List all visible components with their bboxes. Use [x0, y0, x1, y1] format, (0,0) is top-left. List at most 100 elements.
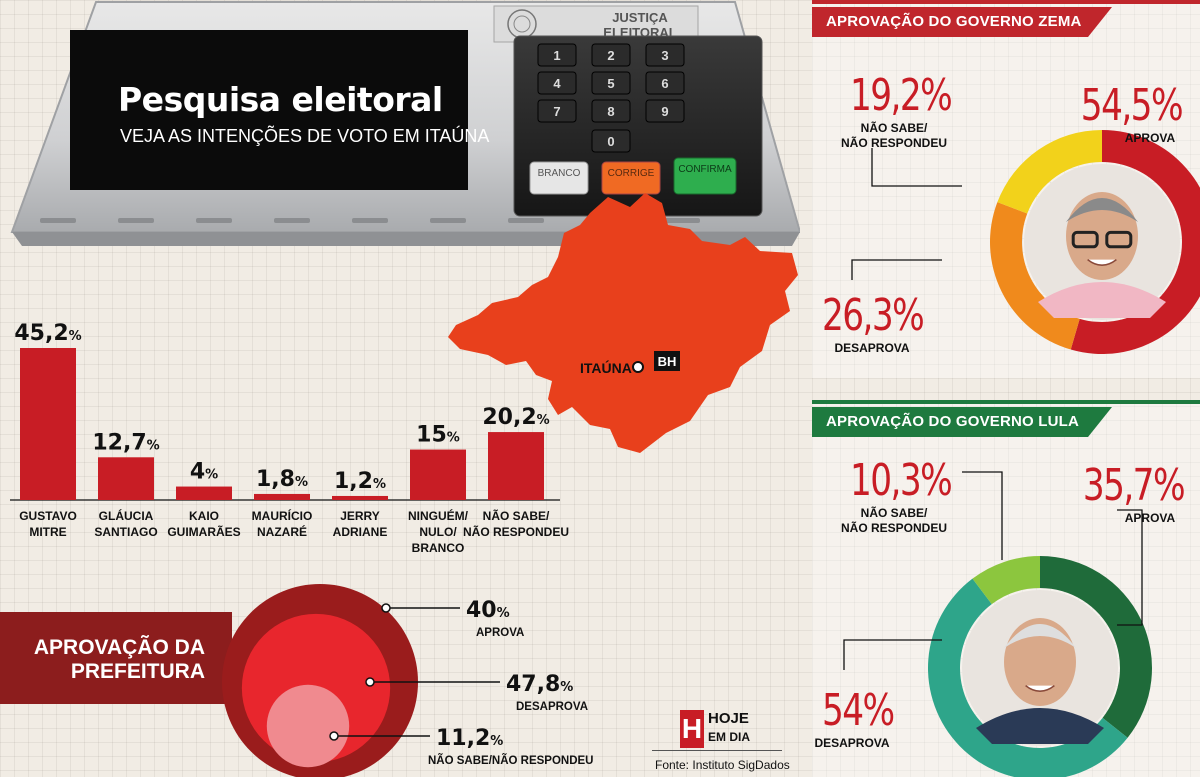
- pointer-dot-2: [329, 731, 339, 741]
- donut-label-2-0: NÃO SABE/: [861, 120, 928, 135]
- machine-screen: [70, 30, 468, 190]
- btn-branco: BRANCO: [538, 168, 581, 179]
- prefeitura-value-1: 47,8%: [506, 672, 573, 697]
- bar-category-label-4-0: JERRY: [340, 509, 380, 523]
- donut-label-0-0: APROVA: [1125, 131, 1176, 145]
- state-shape: [448, 193, 798, 453]
- key-0: [591, 129, 631, 153]
- portrait-shirt: [976, 708, 1104, 744]
- btn-confirma: CONFIRMA: [678, 164, 732, 175]
- bar-category-label-4-1: ADRIANE: [333, 525, 388, 539]
- donut-label-2-0: NÃO SABE/: [861, 505, 928, 520]
- key-9: [645, 99, 685, 123]
- donut-slice-0: [1070, 130, 1200, 354]
- donut-pointer-2: [962, 471, 1003, 560]
- bar-2: [176, 486, 232, 500]
- key-7: [537, 99, 577, 123]
- portrait-face: [1066, 192, 1138, 280]
- bar-category-label-3-1: NAZARÉ: [257, 524, 307, 539]
- key-6: [645, 71, 685, 95]
- key-label-0: 0: [607, 134, 614, 149]
- bar-value-label-3: 1,8%: [256, 467, 308, 492]
- donut-slice-0: [1040, 556, 1152, 738]
- donut-value-0: 35,7%: [1083, 460, 1184, 511]
- portrait-face: [1004, 618, 1076, 706]
- bar-value-label-5: 15%: [416, 423, 460, 448]
- donut-label-0-0: APROVA: [1125, 511, 1176, 525]
- bar-category-label-2-1: GUIMARÃES: [167, 524, 240, 539]
- headline-subtitle: VEJA AS INTENÇÕES DE VOTO EM ITAÚNA: [120, 126, 490, 146]
- bar-category-label-5-0: NINGUÉM/: [408, 508, 469, 523]
- lula-approval-donut: 35,7%APROVA 10,3%NÃO SABE/NÃO RESPONDEU 54…: [814, 455, 1186, 777]
- portrait-glasses-right: [1105, 230, 1133, 249]
- bar-category-label-1-1: SANTIAGO: [94, 525, 157, 539]
- capital-label-bh: BH: [658, 354, 677, 369]
- btn-corrige: CORRIGE: [608, 168, 655, 179]
- donut-value-0: 54,5%: [1081, 80, 1182, 131]
- key-label-2: 2: [607, 48, 614, 63]
- donut-pointer-2: [871, 148, 962, 187]
- bar-category-label-6-0: NÃO SABE/: [483, 508, 550, 523]
- portrait-glasses-left: [1071, 230, 1099, 249]
- key-2: [591, 43, 631, 67]
- key-label-1: 1: [553, 48, 560, 63]
- circle-nao-sabe: [266, 684, 350, 768]
- key-label-8: 8: [607, 104, 614, 119]
- donut-label-2-1: NÃO RESPONDEU: [841, 520, 947, 535]
- prefeitura-value-2: 11,2%: [436, 726, 503, 751]
- bar-category-label-6-1: NÃO RESPONDEU: [463, 524, 569, 539]
- portrait-smile: [1025, 685, 1055, 692]
- key-1: [537, 43, 577, 67]
- pointer-dot-1: [365, 677, 375, 687]
- prefeitura-title: APROVAÇÃO DA PREFEITURA: [33, 636, 205, 683]
- key-8: [591, 99, 631, 123]
- key-3: [645, 43, 685, 67]
- key-4: [537, 71, 577, 95]
- donut-slice-2: [972, 556, 1040, 605]
- bar-5: [410, 449, 466, 500]
- bar-category-label-5-1: NULO/: [419, 525, 457, 539]
- prefeitura-label-2: NÃO SABE/NÃO RESPONDEU: [428, 754, 594, 767]
- bar-category-label-3-0: MAURÍCIO: [252, 508, 313, 523]
- prefeitura-approval-chart: 40% APROVA 47,8% DESAPROVA 11,2% NÃO SABE/NÃO…: [222, 584, 594, 777]
- key-5: [591, 71, 631, 95]
- donut-pointer-1: [851, 259, 942, 280]
- donut-label-2-1: NÃO RESPONDEU: [841, 135, 947, 150]
- lula-panel-title: APROVAÇÃO DO GOVERNO LULA: [812, 407, 1112, 437]
- bar-0: [20, 348, 76, 500]
- bar-value-label-2: 4%: [190, 460, 218, 485]
- headline-title: Pesquisa eleitoral: [118, 80, 443, 119]
- bar-1: [98, 457, 154, 500]
- bar-6: [488, 432, 544, 500]
- prefeitura-value-0: 40%: [466, 598, 510, 623]
- zema-approval-donut: 54,5%APROVA 19,2%NÃO SABE/NÃO RESPONDEU 26…: [822, 70, 1200, 355]
- candidates-bar-chart: 45,2% GUSTAVO MITRE 12,7% GLÁUCIA SANTIAGO 4% K…: [10, 321, 569, 555]
- donut-value-2: 10,3%: [850, 455, 951, 506]
- bar-value-label-0: 45,2%: [14, 321, 81, 346]
- bar-category-label-5-2: BRANCO: [412, 541, 465, 555]
- portrait-hair: [1066, 198, 1138, 222]
- city-label-itauna: ITAÚNA: [580, 359, 632, 376]
- bar-category-label-0-1: MITRE: [29, 525, 66, 539]
- bar-category-label-1-0: GLÁUCIA: [99, 508, 154, 523]
- donut-label-1-0: DESAPROVA: [814, 736, 889, 750]
- bar-value-label-6: 20,2%: [482, 405, 549, 430]
- key-label-4: 4: [553, 76, 561, 91]
- donut-pointer-0: [1117, 509, 1143, 626]
- prefeitura-banner: [0, 612, 232, 704]
- key-label-5: 5: [607, 76, 614, 91]
- zema-panel-title: APROVAÇÃO DO GOVERNO ZEMA: [812, 7, 1112, 37]
- prefeitura-label-0: APROVA: [476, 627, 524, 639]
- donut-value-1: 26,3%: [822, 290, 923, 341]
- prefeitura-label-1: DESAPROVA: [516, 701, 588, 713]
- bar-value-label-4: 1,2%: [334, 469, 386, 494]
- bar-category-label-2-0: KAIO: [189, 509, 219, 523]
- minas-gerais-map: ITAÚNA BH: [448, 193, 798, 453]
- key-label-6: 6: [661, 76, 668, 91]
- key-label-7: 7: [553, 104, 560, 119]
- portrait-hair: [1004, 624, 1076, 648]
- donut-value-1: 54%: [822, 685, 894, 736]
- key-label-3: 3: [661, 48, 668, 63]
- key-label-9: 9: [661, 104, 668, 119]
- portrait-shirt: [1038, 282, 1166, 318]
